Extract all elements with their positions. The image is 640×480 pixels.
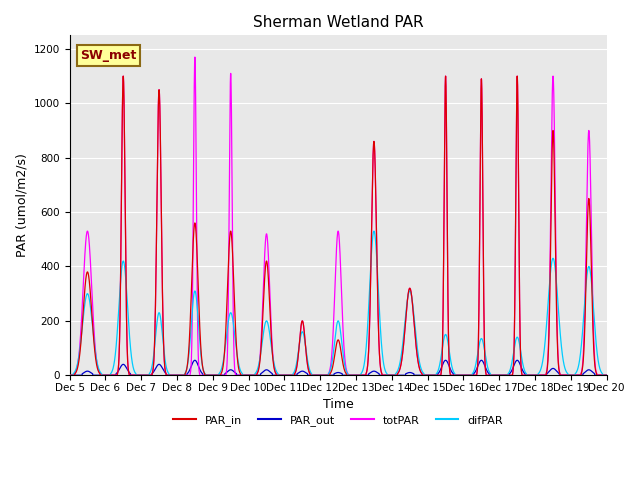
totPAR bbox=[481, 357, 489, 363]
PAR_out bbox=[438, 363, 446, 369]
PAR_in bbox=[603, 372, 611, 378]
totPAR bbox=[191, 54, 198, 60]
PAR_out bbox=[66, 372, 74, 378]
Title: Sherman Wetland PAR: Sherman Wetland PAR bbox=[253, 15, 424, 30]
PAR_in bbox=[123, 321, 131, 326]
PAR_out bbox=[191, 358, 198, 363]
PAR_in bbox=[481, 357, 489, 363]
PAR_out bbox=[246, 372, 254, 378]
PAR_in bbox=[120, 73, 127, 79]
difPAR bbox=[325, 371, 333, 376]
difPAR bbox=[438, 348, 446, 354]
Y-axis label: PAR (umol/m2/s): PAR (umol/m2/s) bbox=[15, 153, 28, 257]
PAR_in bbox=[131, 372, 138, 378]
Legend: PAR_in, PAR_out, totPAR, difPAR: PAR_in, PAR_out, totPAR, difPAR bbox=[169, 411, 508, 431]
totPAR bbox=[123, 314, 131, 320]
totPAR bbox=[438, 360, 446, 366]
Line: PAR_in: PAR_in bbox=[70, 76, 607, 375]
totPAR bbox=[131, 372, 138, 378]
difPAR bbox=[603, 372, 611, 378]
difPAR bbox=[123, 286, 131, 292]
totPAR bbox=[246, 372, 254, 378]
PAR_in bbox=[246, 372, 254, 378]
PAR_out bbox=[603, 372, 611, 378]
PAR_out bbox=[131, 372, 138, 378]
totPAR bbox=[325, 370, 333, 376]
totPAR bbox=[603, 372, 611, 378]
PAR_out bbox=[325, 372, 333, 378]
difPAR bbox=[481, 349, 489, 355]
X-axis label: Time: Time bbox=[323, 398, 353, 411]
PAR_out bbox=[123, 365, 131, 371]
Text: SW_met: SW_met bbox=[80, 49, 137, 62]
PAR_in bbox=[438, 360, 446, 366]
Line: difPAR: difPAR bbox=[70, 231, 607, 375]
difPAR bbox=[370, 228, 378, 234]
PAR_in bbox=[325, 372, 333, 378]
difPAR bbox=[131, 368, 138, 374]
Line: PAR_out: PAR_out bbox=[70, 360, 607, 375]
difPAR bbox=[246, 372, 253, 378]
Line: totPAR: totPAR bbox=[70, 57, 607, 375]
PAR_out bbox=[481, 363, 489, 369]
PAR_in bbox=[66, 372, 74, 378]
totPAR bbox=[66, 372, 74, 378]
difPAR bbox=[66, 372, 74, 378]
